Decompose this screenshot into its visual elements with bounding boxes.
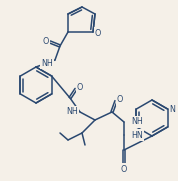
Text: NH: NH	[131, 117, 143, 127]
Text: NH: NH	[66, 108, 78, 117]
Text: O: O	[43, 37, 49, 47]
Text: O: O	[117, 96, 123, 104]
Text: O: O	[95, 28, 101, 37]
Text: N: N	[170, 104, 176, 113]
Text: NH: NH	[41, 58, 53, 68]
Text: O: O	[121, 165, 127, 174]
Text: HN: HN	[131, 131, 143, 140]
Text: O: O	[77, 83, 83, 92]
